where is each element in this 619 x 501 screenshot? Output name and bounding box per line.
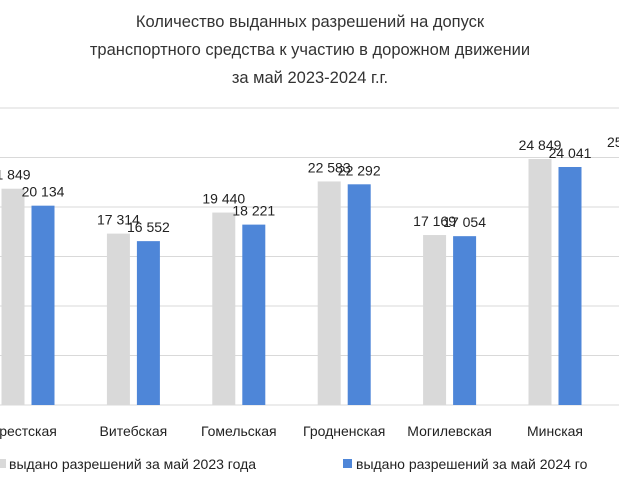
data-label: 18 221	[232, 203, 275, 219]
data-label: 22 292	[338, 162, 381, 178]
category-labels: рестская Витебская Гомельская Гродненская Мо…	[0, 423, 583, 439]
bar-2024	[558, 166, 582, 405]
category-label: Могилевская	[407, 423, 492, 439]
data-label: 17 314	[97, 212, 140, 228]
bars	[1, 158, 582, 405]
bar-2024	[136, 241, 160, 405]
category-label: Витебская	[100, 423, 168, 439]
bar-2024	[347, 184, 371, 405]
chart-title: Количество выданных разрешений на допуск…	[90, 13, 530, 87]
chart-title-line-3: за май 2023-2024 г.г.	[232, 69, 388, 87]
data-label: 24 041	[549, 145, 592, 161]
data-label: 19 440	[202, 191, 245, 207]
legend: выдано разрешений за май 2023 года выдан…	[0, 456, 588, 472]
data-label: 20 134	[22, 184, 65, 200]
bar-2023	[423, 235, 447, 405]
legend-swatch-2024	[343, 459, 352, 468]
bar-2023	[528, 158, 552, 405]
legend-swatch-2023	[0, 459, 6, 468]
bar-2023	[317, 181, 341, 405]
data-label: 1 849	[0, 167, 31, 183]
bar-2024	[453, 236, 477, 405]
bar-2023	[1, 188, 25, 405]
chart-title-line-1: Количество выданных разрешений на допуск	[136, 13, 485, 31]
data-label: 22 583	[308, 159, 351, 175]
data-label: 17 169	[413, 213, 456, 229]
gridlines	[0, 107, 619, 406]
category-label: Гомельская	[201, 423, 277, 439]
legend-label-2024: выдано разрешений за май 2024 го	[356, 456, 588, 472]
chart-title-line-2: транспортного средства к участию в дорож…	[90, 41, 530, 59]
category-label: Гродненская	[303, 423, 385, 439]
partial-data-label: 25	[607, 134, 619, 150]
data-label: 16 552	[127, 219, 170, 235]
legend-label-2023: выдано разрешений за май 2023 года	[9, 456, 256, 472]
data-label: 24 849	[519, 137, 562, 153]
bar-2023	[212, 212, 236, 405]
bar-2024	[242, 224, 266, 405]
bar-2024	[31, 205, 55, 405]
category-label: рестская	[0, 423, 57, 439]
bar-2023	[106, 233, 130, 405]
data-label: 17 054	[443, 214, 486, 230]
category-label: Минская	[527, 423, 583, 439]
